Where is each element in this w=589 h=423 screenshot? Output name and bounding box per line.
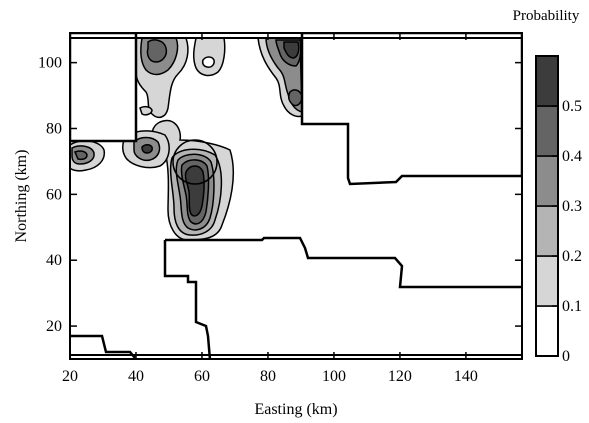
- y-tick-label: 40: [46, 252, 62, 269]
- y-axis-ticks: 20 40 60 80 100: [38, 55, 522, 335]
- contour-left-level3: [141, 144, 153, 154]
- central-shaft-line: [163, 240, 212, 359]
- upper-left-block: [70, 33, 138, 143]
- y-tick-label: 80: [46, 120, 62, 137]
- annotation-circle: [172, 139, 218, 185]
- y-tick-label: 20: [46, 318, 62, 335]
- x-tick-label: 40: [128, 368, 144, 385]
- contour-topright-level4: [283, 41, 300, 59]
- colorbar-tick-label: 0.4: [562, 148, 582, 165]
- x-tick-label: 20: [62, 368, 78, 385]
- colorbar-tick-label: 0.2: [562, 248, 582, 265]
- colorbar-segment: [535, 155, 559, 207]
- contour-upperleft-level3: [146, 39, 168, 63]
- middle-region-line: [230, 236, 522, 289]
- y-tick-label: 60: [46, 186, 62, 203]
- x-tick-label: 100: [322, 368, 346, 385]
- contour-topmid-level2: [201, 56, 215, 68]
- colorbar-tick-label: 0.5: [562, 98, 582, 115]
- colorbar-segment: [535, 205, 559, 257]
- x-tick-label: 60: [194, 368, 210, 385]
- colorbar-segment: [535, 55, 559, 107]
- y-tick-label: 100: [38, 55, 62, 72]
- colorbar-tick-label: 0.3: [562, 198, 582, 215]
- colorbar-tick-label: 0: [562, 348, 570, 365]
- colorbar-segment: [535, 255, 559, 307]
- x-tick-label: 80: [260, 368, 276, 385]
- contour-upperleft-spot: [139, 105, 153, 116]
- plot-frame: [69, 32, 523, 360]
- x-tick-label: 120: [388, 368, 412, 385]
- y-axis-title: Northing (km): [13, 150, 30, 243]
- contour-center-level5: [184, 165, 205, 217]
- colorbar-segment: [535, 305, 559, 357]
- boundary-regions: [70, 33, 522, 359]
- contour-farleft-level3: [74, 150, 88, 161]
- x-axis-title: Easting (km): [254, 401, 337, 418]
- right-region: [300, 33, 522, 186]
- contour-fills: [70, 37, 303, 241]
- contour-topright-spot: [287, 89, 303, 107]
- x-tick-label: 140: [454, 368, 478, 385]
- colorbar-tick-label: 0.1: [562, 298, 582, 315]
- colorbar-title: Probability: [513, 8, 580, 24]
- x-axis-ticks: 20 40 60 80 100 120 140: [62, 33, 478, 385]
- colorbar-segment: [535, 105, 559, 157]
- colorbar: 0 0.1 0.2 0.3 0.4 0.5: [535, 55, 582, 365]
